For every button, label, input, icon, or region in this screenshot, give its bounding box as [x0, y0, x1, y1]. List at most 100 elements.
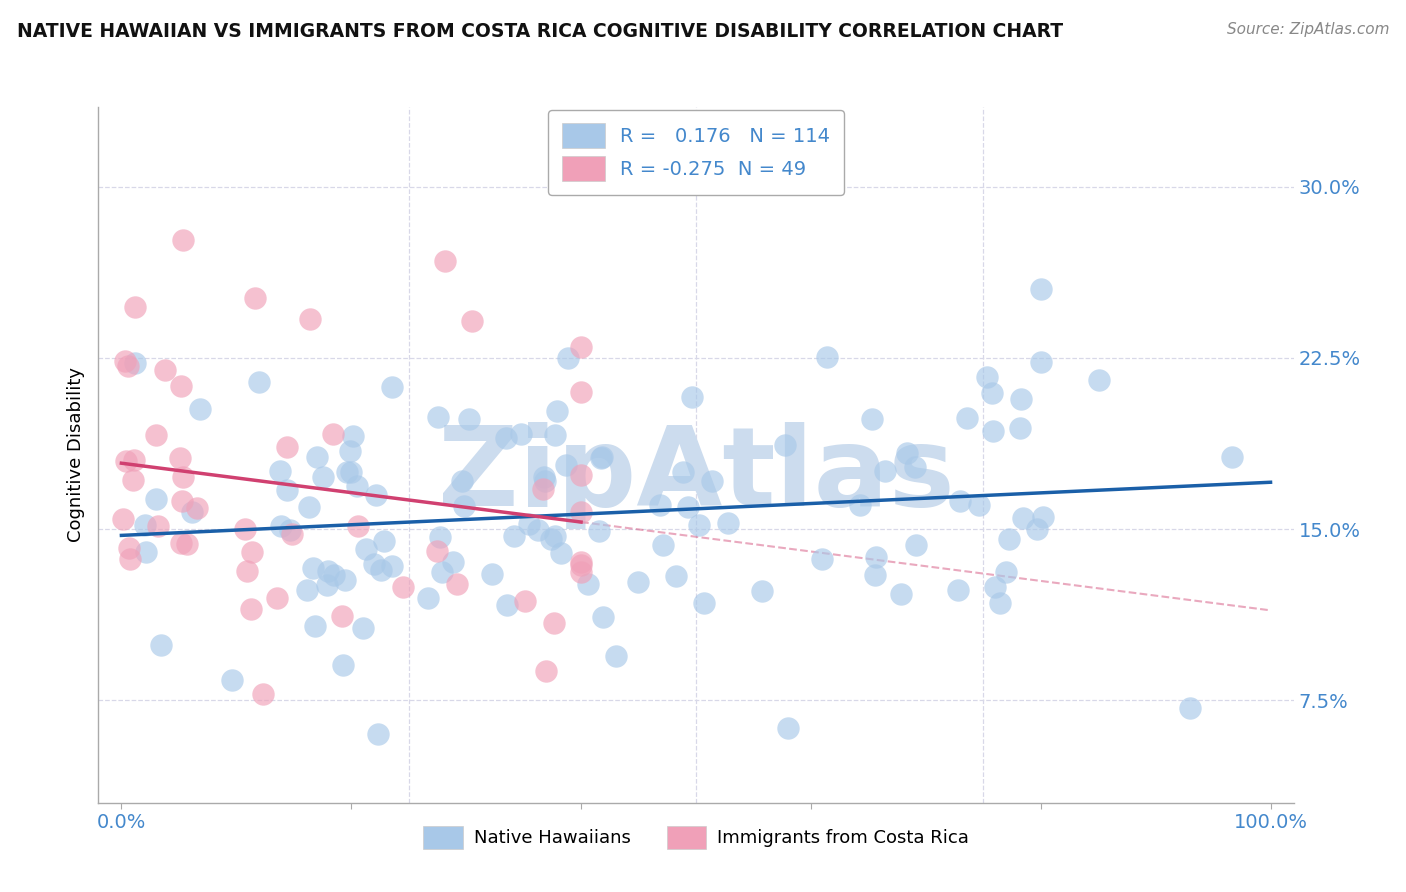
- Point: [266, 591, 288, 605]
- Text: Source: ZipAtlas.com: Source: ZipAtlas.com: [1226, 22, 1389, 37]
- Point: [534, 664, 557, 678]
- Point: [543, 616, 565, 631]
- Point: [1222, 450, 1244, 464]
- Point: [815, 350, 838, 364]
- Point: [513, 594, 536, 608]
- Point: [569, 555, 592, 569]
- Point: [278, 524, 301, 538]
- Point: [339, 444, 361, 458]
- Point: [221, 673, 243, 687]
- Point: [332, 658, 354, 673]
- Point: [416, 591, 439, 605]
- Point: [569, 505, 592, 519]
- Point: [1010, 392, 1032, 406]
- Point: [380, 380, 402, 394]
- Point: [124, 452, 146, 467]
- Point: [995, 566, 1018, 580]
- Point: [426, 544, 449, 558]
- Point: [148, 519, 170, 533]
- Point: [124, 300, 146, 314]
- Point: [381, 558, 404, 573]
- Point: [176, 537, 198, 551]
- Point: [346, 479, 368, 493]
- Point: [557, 351, 579, 365]
- Point: [495, 431, 517, 445]
- Point: [1032, 510, 1054, 524]
- Point: [172, 233, 194, 247]
- Point: [323, 568, 346, 582]
- Point: [346, 518, 368, 533]
- Point: [453, 500, 475, 514]
- Point: [305, 450, 328, 464]
- Point: [236, 564, 259, 578]
- Legend: Native Hawaiians, Immigrants from Costa Rica: Native Hawaiians, Immigrants from Costa …: [416, 819, 976, 856]
- Point: [905, 538, 928, 552]
- Point: [1025, 522, 1047, 536]
- Point: [555, 458, 578, 473]
- Point: [544, 427, 567, 442]
- Point: [569, 468, 592, 483]
- Point: [124, 355, 146, 369]
- Point: [432, 565, 454, 579]
- Point: [367, 727, 389, 741]
- Y-axis label: Cognitive Disability: Cognitive Disability: [66, 368, 84, 542]
- Point: [364, 488, 387, 502]
- Point: [270, 519, 292, 533]
- Point: [605, 648, 627, 663]
- Point: [118, 541, 141, 555]
- Point: [252, 687, 274, 701]
- Point: [904, 460, 927, 475]
- Point: [363, 557, 385, 571]
- Point: [354, 541, 377, 556]
- Point: [235, 522, 257, 536]
- Point: [120, 551, 142, 566]
- Point: [114, 354, 136, 368]
- Point: [335, 466, 357, 480]
- Point: [153, 363, 176, 377]
- Point: [510, 426, 533, 441]
- Point: [451, 474, 474, 488]
- Point: [517, 516, 540, 531]
- Point: [316, 578, 339, 592]
- Point: [458, 412, 481, 426]
- Point: [875, 464, 897, 478]
- Point: [169, 450, 191, 465]
- Point: [276, 440, 298, 454]
- Point: [170, 379, 193, 393]
- Point: [117, 359, 139, 374]
- Point: [534, 474, 557, 488]
- Point: [1087, 373, 1109, 387]
- Point: [1178, 701, 1201, 715]
- Point: [240, 545, 263, 559]
- Point: [627, 574, 650, 589]
- Point: [665, 568, 688, 582]
- Point: [170, 536, 193, 550]
- Point: [172, 470, 194, 484]
- Point: [811, 551, 834, 566]
- Point: [651, 537, 673, 551]
- Point: [392, 580, 415, 594]
- Point: [981, 386, 1004, 401]
- Point: [591, 450, 613, 465]
- Point: [427, 409, 450, 424]
- Text: ZipAtlas: ZipAtlas: [437, 422, 955, 529]
- Point: [297, 583, 319, 598]
- Point: [588, 524, 610, 538]
- Point: [865, 550, 887, 565]
- Point: [433, 254, 456, 268]
- Point: [481, 567, 503, 582]
- Point: [370, 563, 392, 577]
- Point: [702, 474, 724, 488]
- Point: [540, 532, 562, 546]
- Point: [981, 425, 1004, 439]
- Point: [441, 555, 464, 569]
- Point: [865, 568, 887, 582]
- Point: [546, 404, 568, 418]
- Point: [276, 483, 298, 497]
- Point: [239, 601, 262, 615]
- Point: [1012, 511, 1035, 525]
- Point: [550, 546, 572, 560]
- Point: [688, 518, 710, 533]
- Point: [298, 500, 321, 515]
- Point: [990, 596, 1012, 610]
